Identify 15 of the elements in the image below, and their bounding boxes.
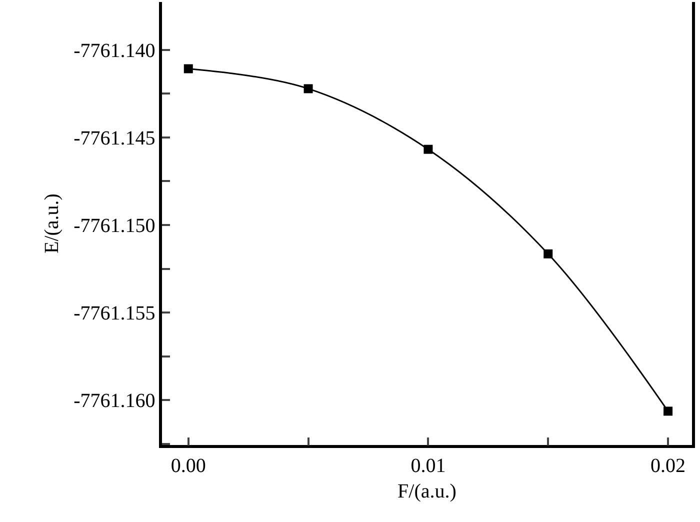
point bbox=[184, 64, 193, 74]
y-tick-label: -7761.145 bbox=[74, 127, 156, 150]
y-axis-title: E/(a.u.) bbox=[41, 194, 64, 254]
y-tick-label: -7761.140 bbox=[74, 40, 156, 62]
y-tick-label: -7761.150 bbox=[74, 214, 156, 237]
x-axis-title: F/(a.u.) bbox=[398, 480, 456, 502]
point bbox=[424, 144, 433, 154]
x-tick-label: 0.00 bbox=[170, 454, 206, 477]
point bbox=[664, 406, 673, 416]
point bbox=[304, 84, 313, 94]
x-tick-label: 0.02 bbox=[650, 454, 686, 477]
y-tick-label: -7761.155 bbox=[74, 302, 156, 325]
y-tick-label: -7761.160 bbox=[74, 390, 156, 412]
point bbox=[544, 249, 553, 258]
x-tick-label: 0.01 bbox=[410, 454, 446, 477]
